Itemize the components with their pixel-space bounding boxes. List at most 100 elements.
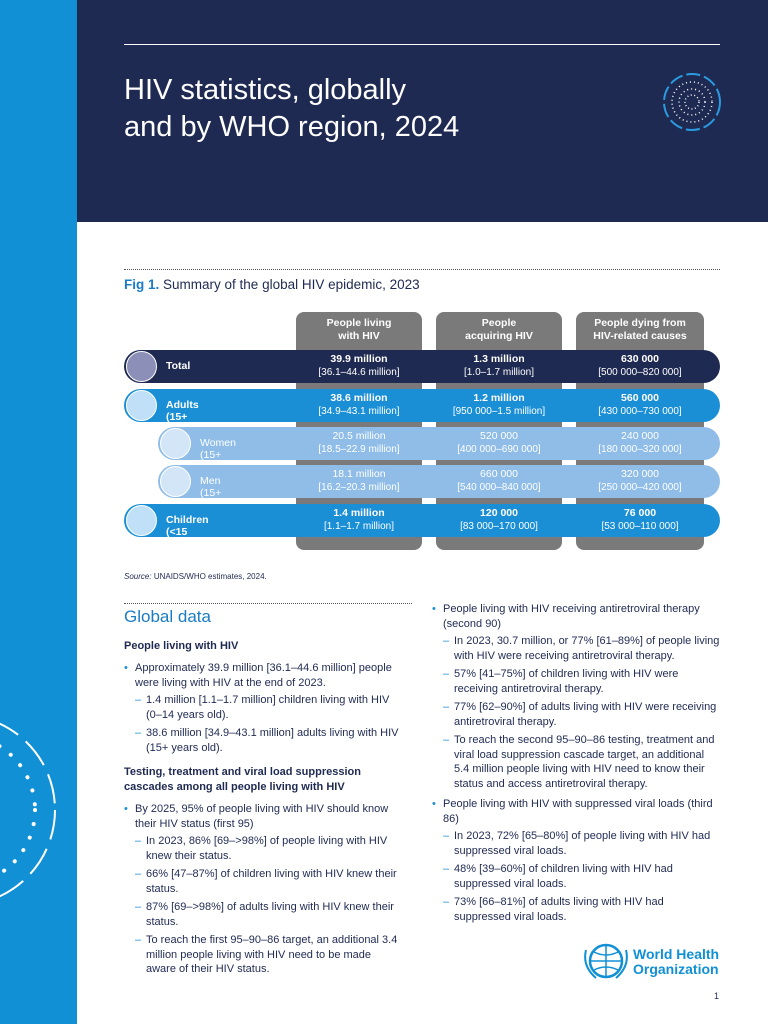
- fig-rule: [124, 269, 720, 270]
- row-bar: [124, 389, 720, 422]
- sub-item: In 2023, 72% [65–80%] of people living w…: [432, 829, 720, 858]
- row-bar: [124, 504, 720, 537]
- sub-item: To reach the second 95–90–86 testing, tr…: [432, 733, 720, 791]
- row-bar: [124, 350, 720, 383]
- left-column: Global data People living with HIV Approxi…: [124, 606, 404, 983]
- cell: 1.4 million [1.1–1.7 million]: [296, 507, 422, 533]
- cell-range: [180 000–320 000]: [598, 444, 682, 455]
- side-stripe: [0, 0, 77, 1024]
- column-header-line: HIV-related causes: [593, 330, 687, 342]
- subheading: Testing, treatment and viral load suppre…: [124, 766, 361, 793]
- cell: 120 000 [83 000–170 000]: [436, 507, 562, 533]
- logo-line: World Health: [633, 946, 720, 962]
- cell-range: [16.2–20.3 million]: [318, 482, 400, 493]
- column-header: People living with HIV: [296, 317, 422, 343]
- fig-label: Fig 1.: [124, 277, 160, 292]
- bullet: Approximately 39.9 million [36.1–44.6 mi…: [124, 661, 404, 690]
- cell-range: [53 000–110 000]: [601, 521, 679, 532]
- bullet: People living with HIV with suppressed v…: [432, 797, 720, 826]
- cell: 560 000 [430 000–730 000]: [576, 392, 704, 418]
- cell-value: 240 000: [621, 430, 659, 442]
- cell-value: 630 000: [621, 353, 659, 365]
- title-line: HIV statistics, globally: [124, 74, 407, 106]
- title-line: and by WHO region, 2024: [124, 111, 460, 143]
- cell: 18.1 million [16.2–20.3 million]: [296, 468, 422, 494]
- column-header-line: People living: [326, 317, 392, 329]
- row-icon: [126, 505, 157, 536]
- cell: 20.5 million [18.5–22.9 million]: [296, 430, 422, 456]
- cell-value: 76 000: [623, 507, 657, 519]
- cell-value: 18.1 million: [332, 468, 386, 480]
- column-header: People dying from HIV-related causes: [576, 317, 704, 343]
- cell-range: [34.9–43.1 million]: [318, 406, 400, 417]
- cell: 76 000 [53 000–110 000]: [576, 507, 704, 533]
- who-emblem: [584, 943, 628, 979]
- row-bar: [158, 465, 720, 498]
- bullet-group: Approximately 39.9 million [36.1–44.6 mi…: [124, 661, 404, 755]
- sub-item: 1.4 million [1.1–1.7 million] children l…: [124, 693, 404, 722]
- bullet-group: By 2025, 95% of people living with HIV s…: [124, 802, 404, 977]
- sub-item: 77% [62–90%] of adults living with HIV w…: [432, 700, 720, 729]
- cell-value: 560 000: [621, 392, 659, 404]
- cell-range: [1.0–1.7 million]: [463, 367, 535, 378]
- column-header-line: acquiring HIV: [465, 330, 533, 342]
- bullet-group: People living with HIV with suppressed v…: [432, 797, 720, 924]
- cell-range: [1.1–1.7 million]: [323, 521, 395, 532]
- heading: Global data: [124, 607, 211, 626]
- header-rule: [124, 44, 720, 45]
- cell-value: 38.6 million: [330, 392, 388, 404]
- sub-item: 48% [39–60%] of children living with HIV…: [432, 862, 720, 891]
- source-text: UNAIDS/WHO estimates, 2024.: [153, 572, 267, 581]
- cell-value: 120 000: [480, 507, 518, 519]
- column-header: People acquiring HIV: [436, 317, 562, 343]
- row-icon: [126, 390, 157, 421]
- row-bar: [158, 427, 720, 460]
- title: HIV statistics, globally and by WHO regio…: [124, 72, 459, 146]
- bullet-group: People living with HIV receiving antiret…: [432, 602, 720, 791]
- sub-item: 73% [66–81%] of adults living with HIV h…: [432, 895, 720, 924]
- cell-range: [540 000–840 000]: [457, 482, 541, 493]
- fig-caption: Fig 1. Summary of the global HIV epidemi…: [124, 277, 420, 292]
- bullet: People living with HIV receiving antiret…: [432, 602, 720, 631]
- who-logo-text: World Health Organization: [633, 947, 719, 977]
- sub-item: 57% [41–75%] of children living with HIV…: [432, 667, 720, 696]
- cell: 38.6 million [34.9–43.1 million]: [296, 392, 422, 418]
- source: Source: UNAIDS/WHO estimates, 2024.: [124, 572, 267, 581]
- cell: 660 000 [540 000–840 000]: [436, 468, 562, 494]
- cell-value: 660 000: [480, 468, 518, 480]
- cell: 240 000 [180 000–320 000]: [576, 430, 704, 456]
- cell-range: [83 000–170 000]: [460, 521, 538, 532]
- sub-item: To reach the first 95–90–86 target, an a…: [124, 933, 404, 977]
- cell-value: 20.5 million: [332, 430, 386, 442]
- cell-range: [36.1–44.6 million]: [318, 367, 400, 378]
- cell: 1.2 million [950 000–1.5 million]: [436, 392, 562, 418]
- column-header-line: People: [481, 317, 517, 329]
- cell-range: [430 000–730 000]: [598, 406, 682, 417]
- bullet: By 2025, 95% of people living with HIV s…: [124, 802, 404, 831]
- row-icon: [160, 466, 191, 497]
- source-label: Source:: [124, 572, 152, 581]
- cell: 320 000 [250 000–420 000]: [576, 468, 704, 494]
- cell-range: [500 000–820 000]: [598, 367, 682, 378]
- column-header-line: with HIV: [338, 330, 380, 342]
- cell-range: [250 000–420 000]: [598, 482, 682, 493]
- cell-value: 1.3 million: [473, 353, 525, 365]
- sub-item: 87% [69–>98%] of adults living with HIV …: [124, 900, 404, 929]
- cell-value: 1.4 million: [333, 507, 385, 519]
- side-decoration: [0, 722, 56, 898]
- cell-value: 39.9 million: [330, 353, 388, 365]
- right-column: People living with HIV receiving antiret…: [432, 602, 720, 930]
- header: [77, 0, 768, 222]
- sub-item: In 2023, 86% [69–>98%] of people living …: [124, 834, 404, 863]
- cell: 630 000 [500 000–820 000]: [576, 353, 704, 379]
- cell: 1.3 million [1.0–1.7 million]: [436, 353, 562, 379]
- cell-range: [400 000–690 000]: [457, 444, 541, 455]
- row-icon: [160, 428, 191, 459]
- cell-value: 1.2 million: [473, 392, 525, 404]
- fig-caption-text: Summary of the global HIV epidemic, 2023: [163, 277, 420, 292]
- sub-item: 66% [47–87%] of children living with HIV…: [124, 867, 404, 896]
- section-rule: [124, 603, 412, 604]
- subheading: People living with HIV: [124, 639, 239, 652]
- page-number: 1: [714, 991, 720, 1001]
